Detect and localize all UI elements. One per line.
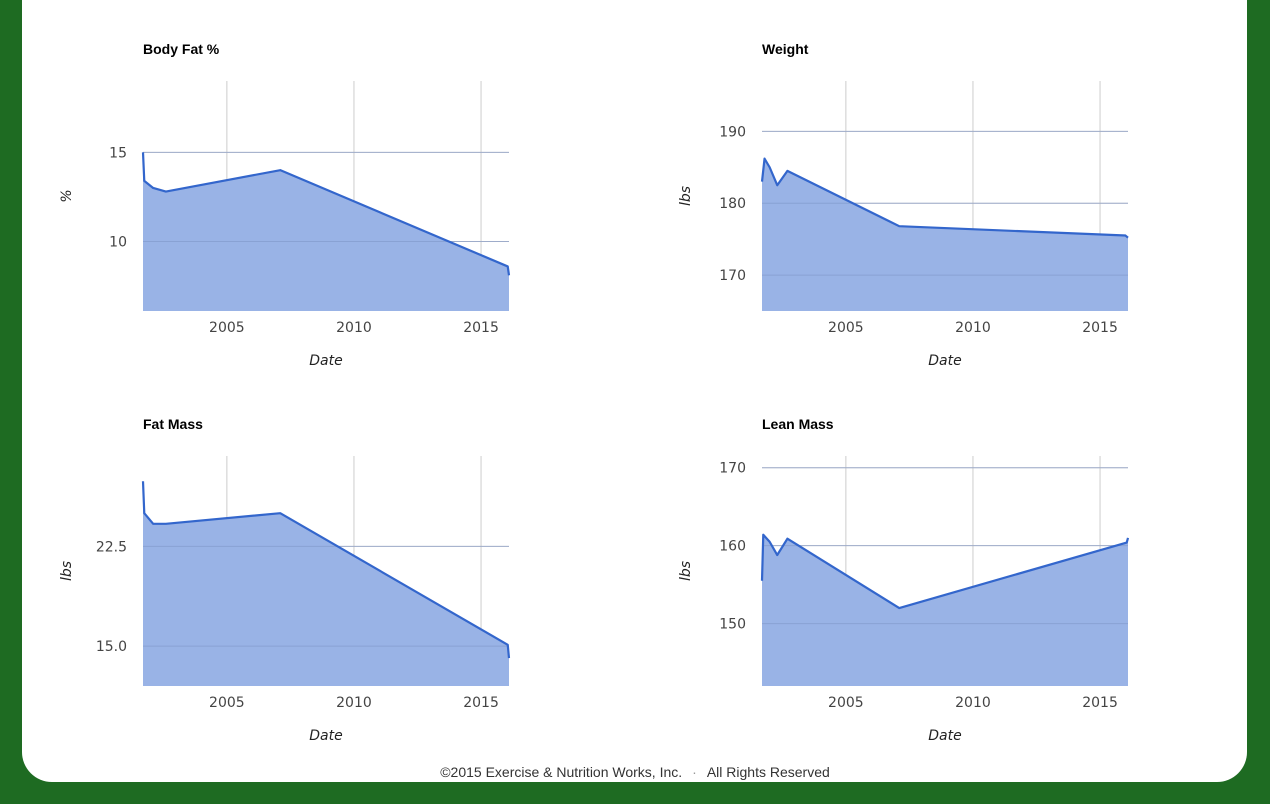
body-fat-chart-y-tick-label-1: 15 <box>109 145 127 161</box>
fat-mass-chart: Fat Mass 2005 2010 2015 15.0 22.5 Date lbs <box>40 409 640 749</box>
lean-mass-chart-series-line <box>760 533 1130 610</box>
lean-mass-chart-point-7 <box>1127 537 1129 539</box>
weight-chart-point-2 <box>769 166 771 168</box>
lean-mass-chart-point-0 <box>761 580 763 582</box>
fat-mass-chart-x-tick-label-1: 2010 <box>336 695 372 711</box>
lean-mass-chart-y-tick-label-0: 150 <box>719 617 746 633</box>
fat-mass-chart-point-6 <box>508 657 510 659</box>
lean-mass-chart-y-axis-label: lbs <box>678 561 694 581</box>
body-fat-chart-point-1 <box>143 180 145 182</box>
fat-mass-chart-area <box>143 481 509 686</box>
lean-mass-chart-point-3 <box>776 554 778 556</box>
body-fat-chart-x-tick-label-0: 2005 <box>209 320 245 336</box>
body-fat-chart-x-axis-label: Date <box>309 353 342 369</box>
weight-chart-y-tick-label-2: 190 <box>719 124 746 140</box>
weight-chart-series-line <box>760 157 1129 239</box>
body-fat-chart-y-tick-label-0: 10 <box>109 234 127 250</box>
weight-chart-y-tick-label-0: 170 <box>719 268 746 284</box>
copyright-text: ©2015 Exercise & Nutrition Works, Inc. <box>440 764 683 780</box>
lean-mass-chart-title: Lean Mass <box>762 416 834 432</box>
body-fat-chart-x-tick-label-2: 2015 <box>463 320 499 336</box>
body-fat-chart-point-5 <box>507 265 509 267</box>
weight-chart-svg: Weight 2005 2010 2015 170 180 190 Date lbs <box>678 41 1129 369</box>
footer-separator: · <box>692 764 697 780</box>
body-fat-chart-point-2 <box>152 187 154 189</box>
footer: ©2015 Exercise & Nutrition Works, Inc. · A… <box>0 764 1270 780</box>
body-fat-chart-x-tick-label-1: 2010 <box>336 320 372 336</box>
fat-mass-chart-svg: Fat Mass 2005 2010 2015 15.0 22.5 Date lbs <box>59 416 511 744</box>
weight-chart: Weight 2005 2010 2015 170 180 190 Date lbs <box>659 34 1259 374</box>
body-fat-chart-point-6 <box>508 274 510 276</box>
body-fat-chart-svg: Body Fat % 2005 2010 2015 10 15 Date% <box>59 41 511 369</box>
body-fat-chart-series-line <box>141 152 511 276</box>
lean-mass-chart-x-tick-label-0: 2005 <box>828 695 864 711</box>
weight-chart-title: Weight <box>762 41 809 57</box>
fat-mass-chart-point-2 <box>152 523 154 525</box>
body-fat-chart-point-0 <box>142 151 144 153</box>
lean-mass-chart-y-tick-label-1: 160 <box>719 539 746 555</box>
lean-mass-chart-x-tick-label-1: 2010 <box>955 695 991 711</box>
lean-mass-chart-svg: Lean Mass 2005 2010 2015 150 160 170 Date lbs <box>678 416 1130 744</box>
weight-chart-point-1 <box>764 158 766 160</box>
weight-chart-point-7 <box>1127 237 1129 239</box>
weight-chart-x-tick-label-1: 2010 <box>955 320 991 336</box>
weight-chart-x-tick-label-0: 2005 <box>828 320 864 336</box>
lean-mass-chart-point-1 <box>762 534 764 536</box>
lean-mass-chart-area <box>762 534 1128 686</box>
lean-mass-chart-y-tick-label-2: 170 <box>719 461 746 477</box>
body-fat-chart-y-axis-label: % <box>59 189 75 202</box>
fat-mass-chart-point-4 <box>279 512 281 514</box>
fat-mass-chart-x-tick-label-2: 2015 <box>463 695 499 711</box>
fat-mass-chart-x-axis-label: Date <box>309 728 342 744</box>
weight-chart-x-tick-label-2: 2015 <box>1082 320 1118 336</box>
fat-mass-chart-y-tick-label-1: 22.5 <box>96 539 127 555</box>
weight-chart-point-3 <box>776 184 778 186</box>
fat-mass-chart-point-0 <box>142 480 144 482</box>
body-fat-chart-point-3 <box>165 191 167 193</box>
lean-mass-chart-point-2 <box>769 541 771 543</box>
fat-mass-chart-y-axis-label: lbs <box>59 561 75 581</box>
fat-mass-chart-point-3 <box>165 523 167 525</box>
body-fat-chart-title: Body Fat % <box>143 41 220 57</box>
weight-chart-area <box>762 158 1128 311</box>
weight-chart-point-4 <box>786 170 788 172</box>
fat-mass-chart-series-line <box>141 481 511 659</box>
body-fat-chart-point-4 <box>279 169 281 171</box>
weight-chart-x-axis-label: Date <box>928 353 961 369</box>
fat-mass-chart-x-tick-label-0: 2005 <box>209 695 245 711</box>
lean-mass-chart-point-6 <box>1126 542 1128 544</box>
lean-mass-chart: Lean Mass 2005 2010 2015 150 160 170 Date lbs <box>659 409 1259 749</box>
weight-chart-point-5 <box>898 225 900 227</box>
fat-mass-chart-point-1 <box>143 512 145 514</box>
fat-mass-chart-y-tick-label-0: 15.0 <box>96 639 127 655</box>
rights-text: All Rights Reserved <box>706 764 830 780</box>
lean-mass-chart-x-axis-label: Date <box>928 728 961 744</box>
lean-mass-chart-point-4 <box>786 538 788 540</box>
weight-chart-y-tick-label-1: 180 <box>719 196 746 212</box>
fat-mass-chart-title: Fat Mass <box>143 416 203 432</box>
weight-chart-point-0 <box>761 181 763 183</box>
body-fat-chart: Body Fat % 2005 2010 2015 10 15 Date% <box>40 34 640 374</box>
fat-mass-chart-point-5 <box>507 644 509 646</box>
lean-mass-chart-x-tick-label-2: 2015 <box>1082 695 1118 711</box>
weight-chart-y-axis-label: lbs <box>678 186 694 206</box>
lean-mass-chart-point-5 <box>898 607 900 609</box>
weight-chart-point-6 <box>1124 235 1126 237</box>
body-fat-chart-area <box>143 152 509 311</box>
